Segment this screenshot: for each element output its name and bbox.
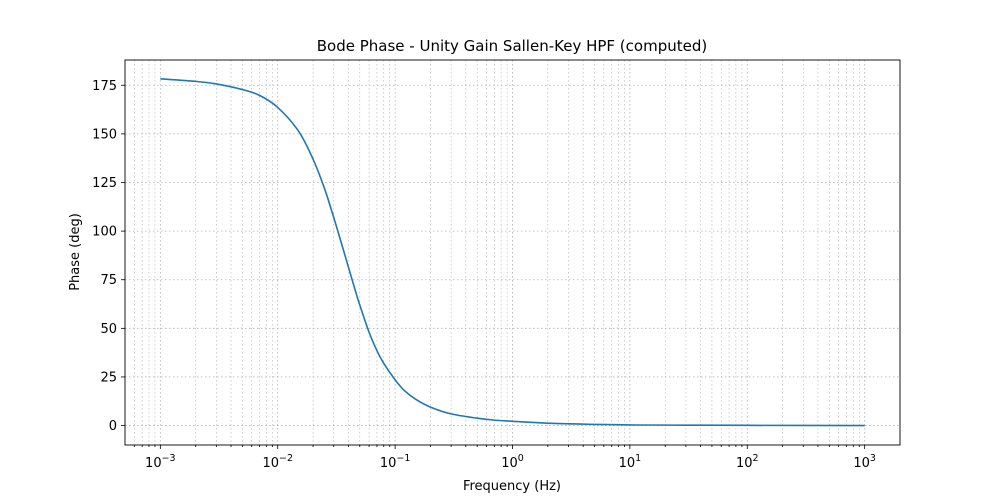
x-tick-label: 101 <box>619 453 642 471</box>
y-tick-label: 0 <box>109 419 117 434</box>
axis-ticks <box>121 84 866 449</box>
x-tick-label: 100 <box>501 453 524 471</box>
y-tick-label: 175 <box>92 79 117 94</box>
x-tick-label: 10−3 <box>145 453 176 471</box>
x-tick-label: 102 <box>736 453 759 471</box>
y-tick-label: 125 <box>92 176 117 191</box>
tick-labels: 10−3 10−2 10−1 100 101 102 103 0 25 50 75 100 125 150… <box>92 79 876 471</box>
y-tick-label: 25 <box>100 370 117 385</box>
x-tick-label: 103 <box>853 453 876 471</box>
x-tick-label: 10−1 <box>380 453 411 471</box>
y-axis-label: Phase (deg) <box>68 213 83 291</box>
x-axis-label: Frequency (Hz) <box>463 479 561 494</box>
phase-series-line <box>160 78 865 427</box>
grid <box>125 60 900 445</box>
y-tick-label: 150 <box>92 127 117 142</box>
x-tick-label: 10−2 <box>262 453 293 471</box>
y-tick-label: 75 <box>100 273 117 288</box>
chart-title: Bode Phase - Unity Gain Sallen-Key HPF (… <box>317 37 707 55</box>
y-tick-label: 50 <box>100 322 117 337</box>
y-tick-label: 100 <box>92 225 117 240</box>
